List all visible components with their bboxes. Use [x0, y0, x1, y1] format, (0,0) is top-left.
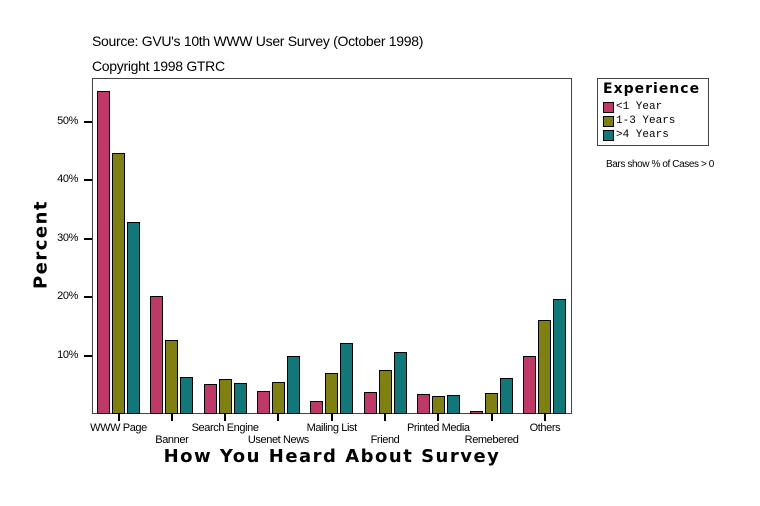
legend-label: <1 Year [616, 101, 663, 113]
x-tick [330, 414, 333, 421]
bar [553, 298, 567, 414]
y-tick-label: 40% [57, 173, 78, 185]
x-tick-label: Remebered [464, 434, 519, 446]
x-tick-label: Search Engine [191, 422, 259, 434]
copyright-line: Copyright 1998 GTRC [92, 58, 225, 74]
bar [446, 395, 460, 414]
bar [500, 377, 514, 414]
bar [180, 377, 194, 414]
x-tick-label: Banner [155, 434, 189, 446]
x-tick [170, 414, 173, 421]
bar [325, 373, 339, 414]
bar [485, 392, 499, 414]
y-tick [84, 237, 92, 240]
legend: Experience <1 Year 1-3 Years >4 Years [597, 78, 709, 146]
x-axis-title: How You Heard About Survey [163, 446, 501, 467]
bar [340, 343, 354, 414]
x-tick [277, 414, 280, 421]
x-tick-label: WWW Page [90, 422, 147, 434]
legend-item-lt1: <1 Year [603, 100, 662, 114]
bar [538, 319, 552, 414]
x-tick-label: Mailing List [306, 422, 358, 434]
x-tick-label: Printed Media [406, 422, 470, 434]
bar [203, 384, 217, 414]
bar [97, 91, 110, 414]
x-tick [384, 414, 386, 421]
x-tick [543, 414, 546, 421]
bar [470, 411, 484, 414]
bar [256, 391, 270, 414]
y-axis-title: Percent [30, 199, 52, 290]
bar [150, 295, 164, 414]
y-tick [84, 296, 92, 298]
bar [271, 381, 285, 414]
x-tick-label: Others [529, 422, 561, 434]
legend-title: Experience [603, 81, 701, 97]
legend-label: 1-3 Years [616, 115, 676, 127]
legend-swatch [603, 101, 614, 113]
y-tick-label: 50% [57, 114, 78, 127]
legend-item-1to3: 1-3 Years [603, 114, 675, 128]
source-line: Source: GVU's 10th WWW User Survey (Octo… [92, 33, 424, 49]
x-tick [224, 414, 227, 421]
x-tick [490, 414, 493, 421]
legend-item-gt4: >4 Years [603, 128, 669, 142]
x-tick [117, 414, 120, 421]
bar [165, 340, 179, 414]
cases-note: Bars show % of Cases > 0 [606, 159, 714, 170]
bar [127, 222, 140, 414]
y-tick [84, 179, 92, 181]
y-tick-label: 30% [57, 231, 78, 244]
x-tick-label: Friend [370, 434, 400, 446]
y-tick-label: 10% [57, 348, 78, 361]
y-tick [84, 120, 92, 123]
x-tick-label: Usenet News [247, 434, 309, 446]
bar [112, 153, 125, 414]
bar [233, 382, 247, 414]
bar [310, 401, 324, 414]
bar [416, 394, 430, 414]
bar [523, 356, 537, 414]
bar [363, 391, 377, 414]
legend-swatch [603, 115, 614, 127]
plot-area [92, 78, 572, 414]
x-tick [437, 414, 440, 421]
bar [393, 351, 407, 414]
y-tick-label: 20% [57, 290, 78, 302]
legend-label: >4 Years [616, 129, 669, 141]
bar [431, 395, 445, 414]
bar [378, 370, 392, 414]
y-tick [84, 354, 92, 357]
bar [218, 378, 232, 414]
bar [286, 356, 300, 414]
legend-swatch [603, 129, 614, 141]
